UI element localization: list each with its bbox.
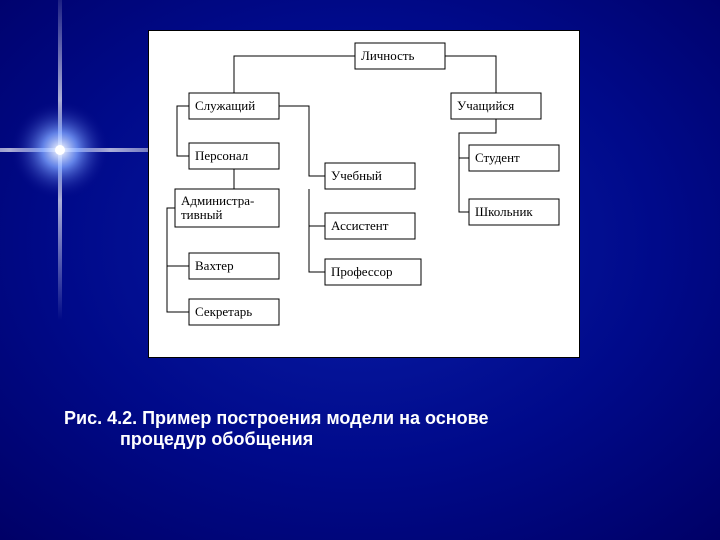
node-sekr: Секретарь	[189, 299, 279, 325]
node-sluzh: Служащий	[189, 93, 279, 119]
edge	[279, 106, 325, 176]
node-personal: Персонал	[189, 143, 279, 169]
figure-caption: Рис. 4.2. Пример построения модели на ос…	[64, 408, 488, 450]
node-label: тивный	[181, 207, 222, 222]
slide-root: Личность Служащий Учащийся Персонал Учебный А…	[0, 0, 720, 540]
node-label: Служащий	[195, 98, 255, 113]
caption-line-1: Рис. 4.2. Пример построения модели на ос…	[64, 408, 488, 429]
node-vahter: Вахтер	[189, 253, 279, 279]
node-assist: Ассистент	[325, 213, 415, 239]
node-student: Студент	[469, 145, 559, 171]
edge	[167, 266, 189, 312]
node-admin: Администра-тивный	[175, 189, 279, 227]
edge	[445, 56, 496, 93]
node-label: Администра-	[181, 193, 254, 208]
node-label: Личность	[361, 48, 415, 63]
edge	[309, 189, 325, 226]
node-label: Профессор	[331, 264, 392, 279]
diagram-panel: Личность Служащий Учащийся Персонал Учебный А…	[148, 30, 580, 358]
node-uchebny: Учебный	[325, 163, 415, 189]
node-label: Ассистент	[331, 218, 389, 233]
edge	[459, 158, 469, 212]
hierarchy-diagram: Личность Служащий Учащийся Персонал Учебный А…	[149, 31, 581, 359]
edge	[309, 226, 325, 272]
node-label: Учащийся	[457, 98, 514, 113]
node-uchash: Учащийся	[451, 93, 541, 119]
edge	[177, 106, 189, 156]
node-label: Школьник	[475, 204, 533, 219]
node-lichnost: Личность	[355, 43, 445, 69]
node-label: Студент	[475, 150, 520, 165]
node-label: Учебный	[331, 168, 382, 183]
node-label: Вахтер	[195, 258, 234, 273]
node-label: Секретарь	[195, 304, 252, 319]
node-shkolnik: Школьник	[469, 199, 559, 225]
node-prof: Профессор	[325, 259, 421, 285]
caption-line-2: процедур обобщения	[64, 429, 488, 450]
node-label: Персонал	[195, 148, 249, 163]
edge	[234, 56, 355, 93]
